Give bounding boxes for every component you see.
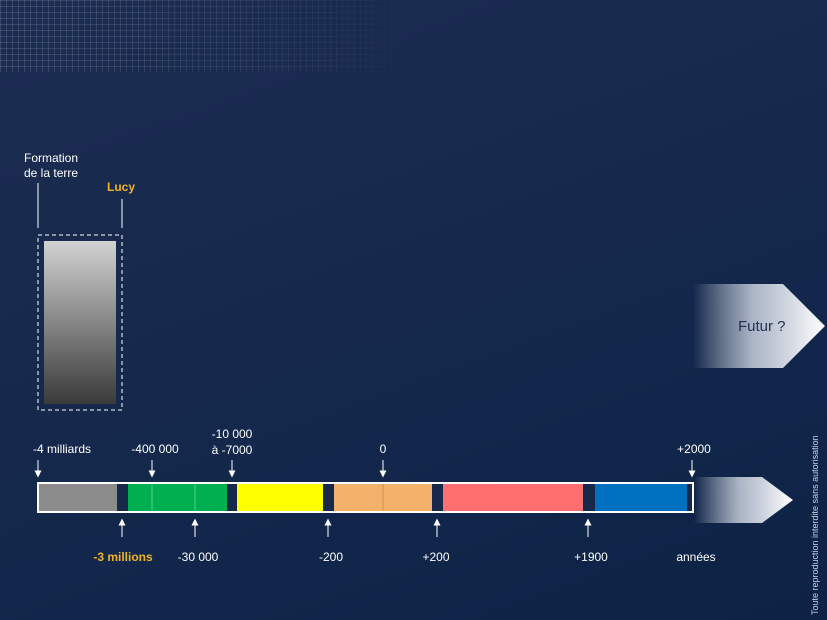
top-label-zero: 0 <box>379 442 387 456</box>
bottom-label-annees: années <box>676 550 716 564</box>
future-label: Futur ? <box>738 318 786 335</box>
segment-yellow <box>237 484 323 511</box>
copyright-notice: Toute reproduction interdite sans autori… <box>810 435 820 615</box>
bottom-label-minus-30000: -30 000 <box>177 550 219 564</box>
top-label-plus-2000: +2000 <box>677 442 711 456</box>
zoom-gradient-bar <box>44 241 116 404</box>
top-label-minus-4-milliards: -4 milliards <box>32 442 92 456</box>
bottom-label-minus-200: -200 <box>318 550 344 564</box>
bottom-label-plus-200: +200 <box>422 550 450 564</box>
formation-label: Formation de la terre <box>24 151 79 180</box>
future-arrow <box>693 284 825 368</box>
decorative-grid <box>0 0 420 72</box>
top-label-minus-10000: -10 000 à -7000 <box>211 427 253 457</box>
bottom-label-minus-3-millions: -3 millions <box>93 550 153 564</box>
zoom-frame <box>37 234 123 411</box>
top-label-minus-400000: -400 000 <box>131 442 179 456</box>
segment-blue <box>595 484 687 511</box>
segment-green <box>128 484 227 511</box>
lucy-label: Lucy <box>107 180 136 194</box>
segment-red <box>443 484 583 511</box>
segment-gray <box>39 484 117 511</box>
timeline-extension-arrow <box>694 477 793 523</box>
bottom-label-plus-1900: +1900 <box>574 550 608 564</box>
